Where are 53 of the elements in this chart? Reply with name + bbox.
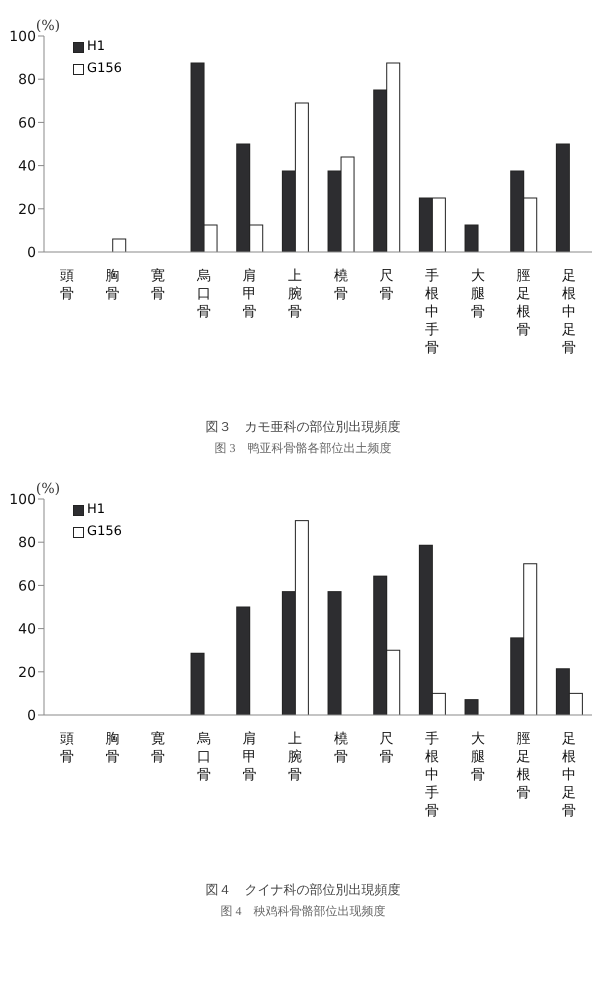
y-tick-label: 100	[9, 28, 36, 45]
text: 図３ カモ亜科の部位別出現頻度	[204, 418, 402, 436]
x-tick-label: 肩甲骨	[242, 730, 256, 782]
y-tick-label: 60	[18, 115, 36, 132]
bar	[464, 224, 479, 252]
x-tick-label: 頭骨	[60, 267, 74, 301]
x-tick-label: 足根中足骨	[562, 730, 576, 818]
y-tick-label: 40	[18, 622, 36, 638]
legend-label: G156	[87, 523, 122, 541]
bar	[112, 238, 126, 252]
x-tick-label: 手根中手骨	[425, 730, 440, 818]
x-tick-label: 頭骨	[60, 730, 74, 764]
x-tick-label: 足根中足骨	[562, 267, 576, 355]
bar	[328, 591, 342, 715]
y-tick-label: 80	[18, 72, 36, 88]
x-tick-label: 橈骨	[334, 730, 348, 764]
x-tick-label: 脛足根骨	[516, 730, 530, 800]
x-tick-label: 上腕骨	[288, 730, 302, 782]
bar	[236, 606, 250, 715]
x-tick-label: 胸骨	[106, 267, 120, 301]
x-tick-label: 尺骨	[380, 730, 394, 764]
x-tick-label: 寛骨	[151, 730, 166, 764]
y-tick-label: 80	[18, 535, 36, 552]
x-tick-label: 橈骨	[334, 267, 348, 301]
text: 图 3 鸭亚科骨骼各部位出土频度	[214, 440, 392, 457]
x-tick-label: 手根中手骨	[425, 267, 440, 355]
text: 图 4 秧鸡科骨骼部位出现频度	[220, 903, 386, 920]
text: 図４ クイナ科の部位別出現頻度	[204, 881, 402, 899]
bar	[190, 652, 205, 715]
x-tick-label: 寛骨	[151, 267, 166, 301]
y-tick-label: 40	[18, 158, 36, 175]
legend-label: H1	[87, 501, 106, 519]
y-axis-title: (%)	[36, 481, 60, 497]
x-tick-label: 胸骨	[106, 730, 120, 764]
y-tick-label: 0	[27, 708, 36, 724]
x-tick-label: 烏口骨	[196, 730, 211, 782]
y-axis-title: (%)	[36, 18, 60, 34]
y-tick-label: 20	[18, 664, 36, 681]
x-tick-label: 大腿骨	[470, 730, 485, 782]
x-tick-label: 大腿骨	[470, 267, 485, 319]
x-tick-label: 脛足根骨	[516, 267, 530, 337]
x-tick-label: 肩甲骨	[242, 267, 256, 319]
y-tick-label: 0	[27, 244, 36, 261]
x-tick-label: 上腕骨	[288, 267, 302, 319]
legend-label: H1	[87, 38, 106, 56]
y-tick-label: 100	[9, 492, 36, 508]
x-tick-label: 烏口骨	[196, 267, 211, 319]
y-tick-label: 20	[18, 202, 36, 218]
x-tick-label: 尺骨	[380, 267, 394, 301]
bar	[464, 699, 479, 715]
legend-label: G156	[87, 60, 122, 78]
y-tick-label: 60	[18, 578, 36, 594]
bar	[556, 144, 570, 252]
